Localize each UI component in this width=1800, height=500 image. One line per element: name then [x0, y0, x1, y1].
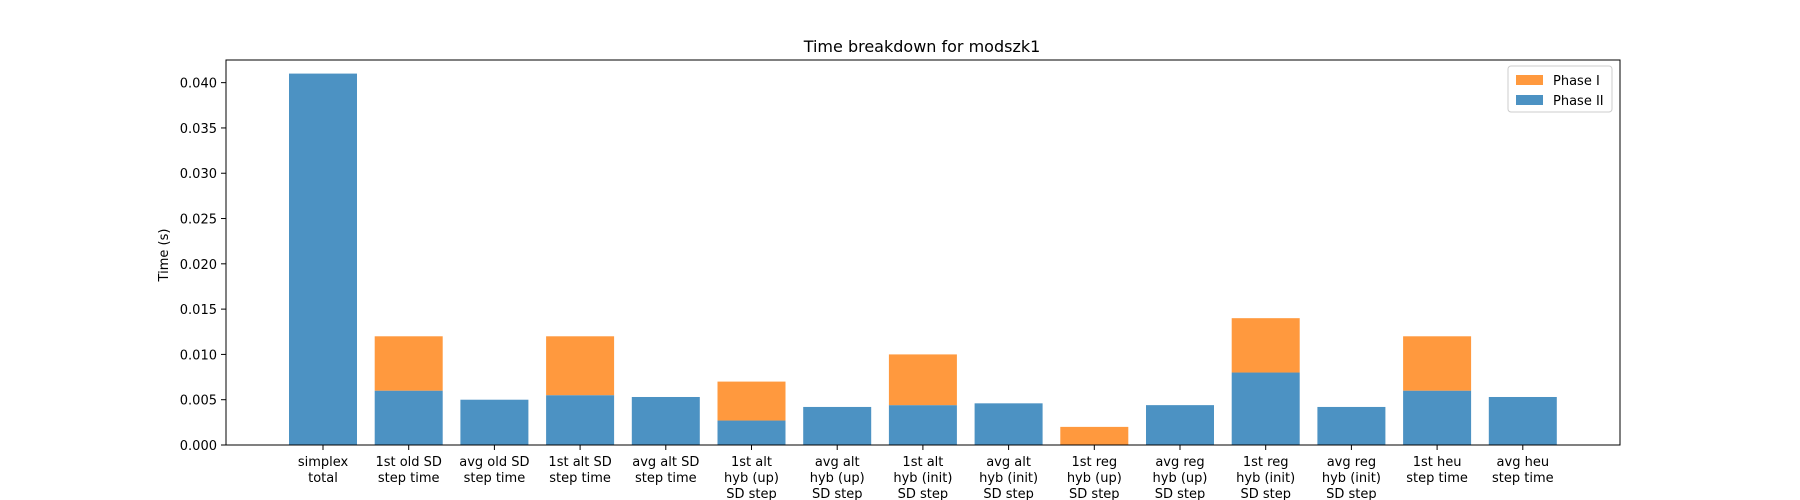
bar-phase-i-7: [888, 354, 957, 406]
y-tick-label: 0.035: [180, 122, 217, 137]
x-axis: simplex total 1st old SD step time avg old S…: [298, 445, 1554, 500]
y-tick-label: 0.025: [180, 213, 217, 228]
x-tick-label: avg alt hyb (up) SD step: [810, 455, 865, 500]
bar-phase-ii-7: [888, 405, 957, 445]
x-tick-label: simplex total: [298, 455, 349, 486]
y-tick-label: 0.010: [180, 348, 217, 363]
x-tick-label: avg reg hyb (init) SD step: [1322, 455, 1381, 500]
x-tick-label: avg old SD step time: [459, 455, 529, 486]
chart-title: Time breakdown for modszk1: [803, 37, 1041, 56]
bar-phase-i-3: [546, 336, 615, 396]
y-axis: 0.000 0.005 0.010 0.015 0.020 0.025 0.030 0.035…: [180, 77, 226, 454]
bar-phase-ii-6: [803, 406, 872, 445]
x-tick-label: avg alt SD step time: [632, 455, 699, 486]
bar-phase-ii-8: [974, 403, 1043, 445]
x-tick-label: avg reg hyb (up) SD step: [1153, 455, 1208, 500]
bar-phase-ii-11: [1231, 372, 1300, 445]
bar-phase-i-1: [374, 336, 443, 391]
x-tick-label: 1st alt hyb (up) SD step: [724, 455, 779, 500]
bar-phase-i-13: [1403, 336, 1472, 391]
y-tick-label: 0.030: [180, 167, 217, 182]
bar-phase-ii-10: [1146, 405, 1214, 445]
bar-phase-i-11: [1231, 318, 1300, 373]
legend-label-phase-ii: Phase II: [1553, 94, 1604, 109]
y-tick-label: 0.020: [180, 258, 217, 273]
x-tick-label: 1st reg hyb (up) SD step: [1067, 455, 1122, 500]
y-tick-label: 0.000: [180, 439, 217, 454]
x-tick-label: 1st heu step time: [1406, 455, 1468, 486]
bar-phase-ii-14: [1488, 396, 1557, 445]
bar-phase-ii-4: [631, 396, 700, 445]
bar-phase-ii-5: [717, 420, 786, 445]
y-tick-label: 0.040: [180, 77, 217, 92]
bar-phase-ii-13: [1403, 390, 1472, 445]
y-tick-label: 0.005: [180, 394, 217, 409]
bar-phase-ii-3: [546, 395, 615, 445]
legend: Phase I Phase II: [1507, 65, 1613, 113]
bar-phase-i-9: [1060, 426, 1129, 445]
x-tick-label: avg alt hyb (init) SD step: [979, 455, 1038, 500]
x-tick-label: 1st old SD step time: [375, 455, 442, 486]
y-tick-label: 0.015: [180, 303, 217, 318]
x-tick-label: 1st reg hyb (init) SD step: [1236, 455, 1295, 500]
bar-phase-i-5: [717, 381, 786, 421]
bar-phase-ii-2: [460, 399, 529, 445]
x-tick-label: 1st alt hyb (init) SD step: [893, 455, 952, 500]
x-tick-label: avg heu step time: [1492, 455, 1554, 486]
bar-phase-ii-1: [374, 390, 443, 445]
y-axis-label: Time (s): [157, 229, 172, 283]
legend-swatch-phase-i: [1516, 75, 1543, 85]
bar-phase-ii-0: [289, 73, 357, 445]
bars-group: [289, 73, 1557, 445]
bar-phase-ii-12: [1317, 406, 1386, 445]
legend-label-phase-i: Phase I: [1553, 74, 1600, 89]
legend-swatch-phase-ii: [1516, 95, 1543, 105]
x-tick-label: 1st alt SD step time: [548, 455, 611, 486]
